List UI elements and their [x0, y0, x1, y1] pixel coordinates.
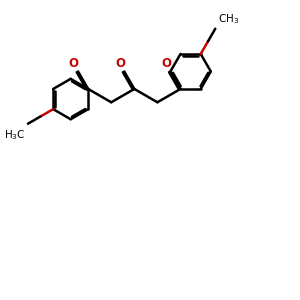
Text: CH$_3$: CH$_3$: [218, 13, 239, 26]
Text: O: O: [69, 57, 79, 70]
Text: O: O: [115, 57, 125, 70]
Text: H$_3$C: H$_3$C: [4, 128, 25, 142]
Text: O: O: [161, 57, 171, 70]
